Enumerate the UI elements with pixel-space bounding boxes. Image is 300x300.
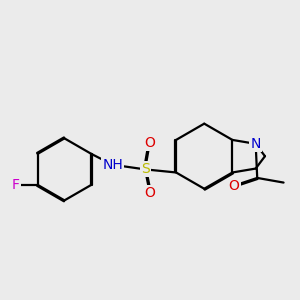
Text: N: N [250, 137, 261, 151]
Text: O: O [229, 179, 239, 193]
Text: NH: NH [102, 158, 123, 172]
Text: S: S [141, 162, 149, 176]
Text: F: F [12, 178, 20, 192]
Text: O: O [144, 186, 155, 200]
Text: O: O [144, 136, 155, 150]
